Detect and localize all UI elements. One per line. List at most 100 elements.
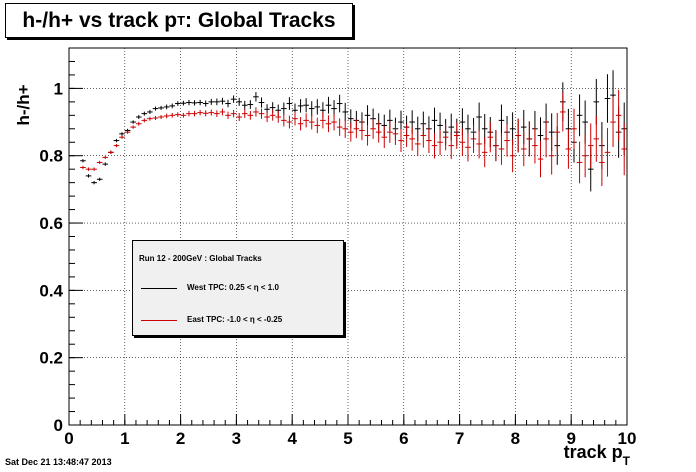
data-point xyxy=(537,140,544,178)
data-point xyxy=(392,122,399,145)
data-point xyxy=(208,109,215,116)
data-point xyxy=(325,96,332,114)
data-point xyxy=(370,118,376,139)
data-point xyxy=(80,165,86,170)
grid-lines xyxy=(69,48,627,425)
data-point xyxy=(247,110,254,120)
data-point xyxy=(498,104,505,137)
data-point xyxy=(292,111,298,126)
data-point xyxy=(214,110,220,118)
data-point xyxy=(465,133,471,162)
data-point xyxy=(102,155,109,160)
legend-entry-west: West TPC: 0.25 < η < 1.0 xyxy=(139,283,339,295)
data-point xyxy=(281,102,287,115)
data-point xyxy=(493,130,499,162)
y-tick-label: 0.4 xyxy=(39,281,63,300)
data-point xyxy=(130,120,136,124)
data-point xyxy=(364,125,371,146)
data-point xyxy=(342,119,348,138)
data-point xyxy=(387,121,393,143)
data-point xyxy=(515,118,521,153)
data-point xyxy=(241,109,248,119)
data-point xyxy=(303,98,309,113)
data-point xyxy=(130,125,136,129)
data-point xyxy=(504,124,510,157)
data-point xyxy=(119,135,125,139)
data-point xyxy=(186,99,192,106)
data-point xyxy=(297,117,304,131)
data-point xyxy=(375,121,382,143)
data-point xyxy=(230,95,237,103)
data-point xyxy=(414,131,421,157)
x-tick-label: 10 xyxy=(618,429,637,448)
data-point xyxy=(481,137,488,168)
x-tick-label: 9 xyxy=(566,429,575,448)
data-point xyxy=(459,128,466,157)
data-point xyxy=(582,134,588,178)
data-point xyxy=(604,128,611,177)
data-point xyxy=(476,129,482,159)
data-point xyxy=(476,102,482,132)
data-point xyxy=(437,129,443,156)
data-point xyxy=(308,101,315,116)
data-point xyxy=(604,74,611,123)
data-point xyxy=(163,113,170,119)
data-point xyxy=(381,126,388,148)
data-point xyxy=(219,108,226,116)
x-tick-label: 2 xyxy=(176,429,185,448)
data-point xyxy=(85,167,92,171)
data-point xyxy=(236,112,242,122)
data-point xyxy=(426,128,432,154)
data-point xyxy=(348,122,354,142)
data-point xyxy=(526,121,533,157)
data-point xyxy=(303,113,309,128)
data-point xyxy=(169,112,176,118)
data-point xyxy=(587,123,594,168)
data-series-layer xyxy=(80,70,627,192)
data-point xyxy=(141,118,148,123)
data-point xyxy=(275,111,282,123)
data-point xyxy=(364,105,371,126)
data-point xyxy=(214,98,220,106)
data-point xyxy=(532,127,538,164)
data-point xyxy=(258,108,265,119)
x-tick-label: 4 xyxy=(287,429,297,448)
data-point xyxy=(565,129,572,169)
data-point xyxy=(113,138,120,143)
data-point xyxy=(230,109,237,118)
axis-ticks xyxy=(68,47,628,426)
data-point xyxy=(253,92,259,102)
data-point xyxy=(147,109,153,114)
data-point xyxy=(314,117,321,134)
data-point xyxy=(576,141,583,184)
data-point xyxy=(163,104,170,110)
plot-frame xyxy=(68,47,628,426)
data-point xyxy=(186,110,192,117)
data-point xyxy=(253,107,259,117)
data-point xyxy=(269,109,276,121)
y-tick-label: 0 xyxy=(54,416,63,435)
data-point xyxy=(353,119,360,139)
data-point xyxy=(85,174,92,178)
data-point xyxy=(548,136,555,175)
data-point xyxy=(91,180,97,185)
data-point xyxy=(487,122,494,153)
data-point xyxy=(247,100,254,109)
axis-tick-labels: 0 1 2 3 4 5 6 7 8 9 10 0 0.2 0.4 0.6 0.8 1 xyxy=(39,79,636,448)
data-point xyxy=(599,138,605,187)
x-tick-label: 8 xyxy=(511,429,520,448)
plot-title-subscript: T xyxy=(177,13,186,28)
data-point xyxy=(331,113,337,131)
data-point xyxy=(175,112,181,118)
y-tick-label: 0.6 xyxy=(39,214,63,233)
x-axis-label-subscript: T xyxy=(622,454,630,468)
data-point xyxy=(147,116,153,121)
data-point xyxy=(281,114,287,127)
x-axis-label-main: track p xyxy=(563,442,623,462)
data-point xyxy=(264,111,270,123)
data-point xyxy=(286,97,293,110)
data-point xyxy=(208,98,215,105)
data-point xyxy=(225,111,231,120)
